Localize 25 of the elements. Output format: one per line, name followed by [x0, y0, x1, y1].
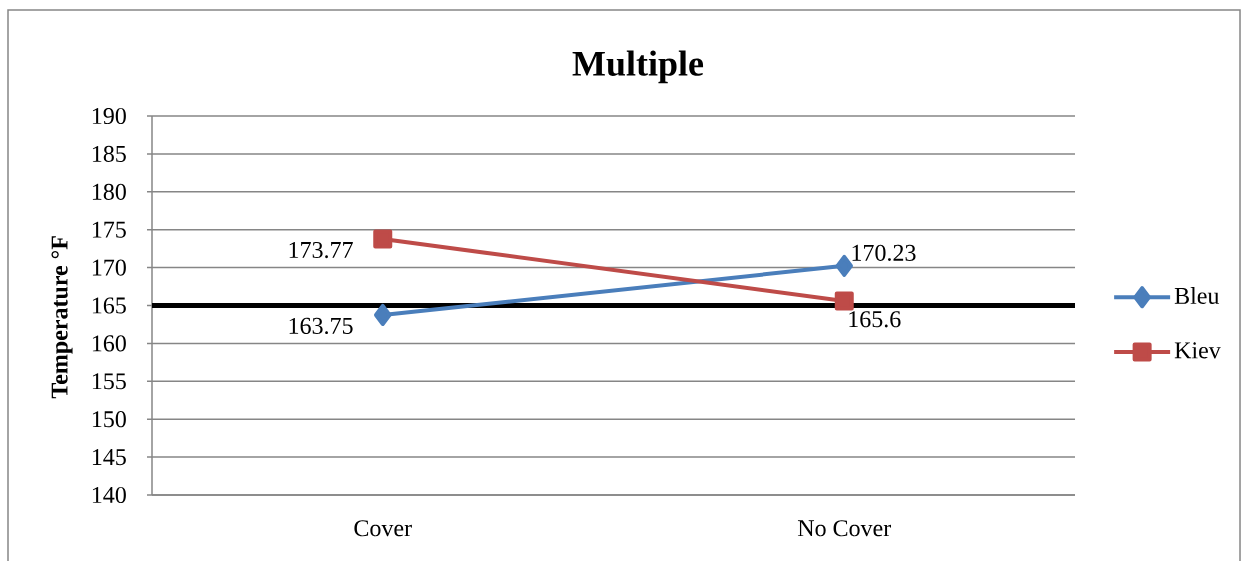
- y-tick-label: 185: [92, 145, 126, 162]
- y-tick-label: 160: [92, 335, 126, 352]
- y-tick-label: 150: [92, 411, 126, 428]
- y-tick-label: 140: [92, 486, 126, 504]
- y-tick-label: 145: [92, 449, 126, 466]
- data-label: 163.75: [289, 317, 353, 335]
- point: [374, 303, 392, 326]
- data-label: 170.23: [852, 244, 916, 262]
- point: [373, 229, 393, 249]
- x-tick-label: No Cover: [797, 520, 892, 537]
- y-tick-label: 170: [92, 259, 126, 276]
- legend-label: Bleu: [1174, 287, 1220, 304]
- x-tick-label: Cover: [354, 520, 412, 537]
- y-tick-label: 190: [92, 107, 126, 125]
- point: [834, 291, 854, 311]
- data-label: 173.77: [289, 241, 353, 259]
- y-tick-label: 175: [92, 221, 126, 238]
- data-label: 165.6: [849, 311, 901, 328]
- y-axis-title: Temperature °F: [51, 236, 73, 399]
- point: [835, 254, 854, 277]
- y-tick-label: 155: [92, 373, 126, 390]
- legend-label: Kiev: [1174, 342, 1221, 359]
- y-tick-label: 165: [92, 297, 126, 314]
- chart-title: Multiple: [572, 50, 704, 84]
- y-tick-label: 180: [92, 183, 126, 200]
